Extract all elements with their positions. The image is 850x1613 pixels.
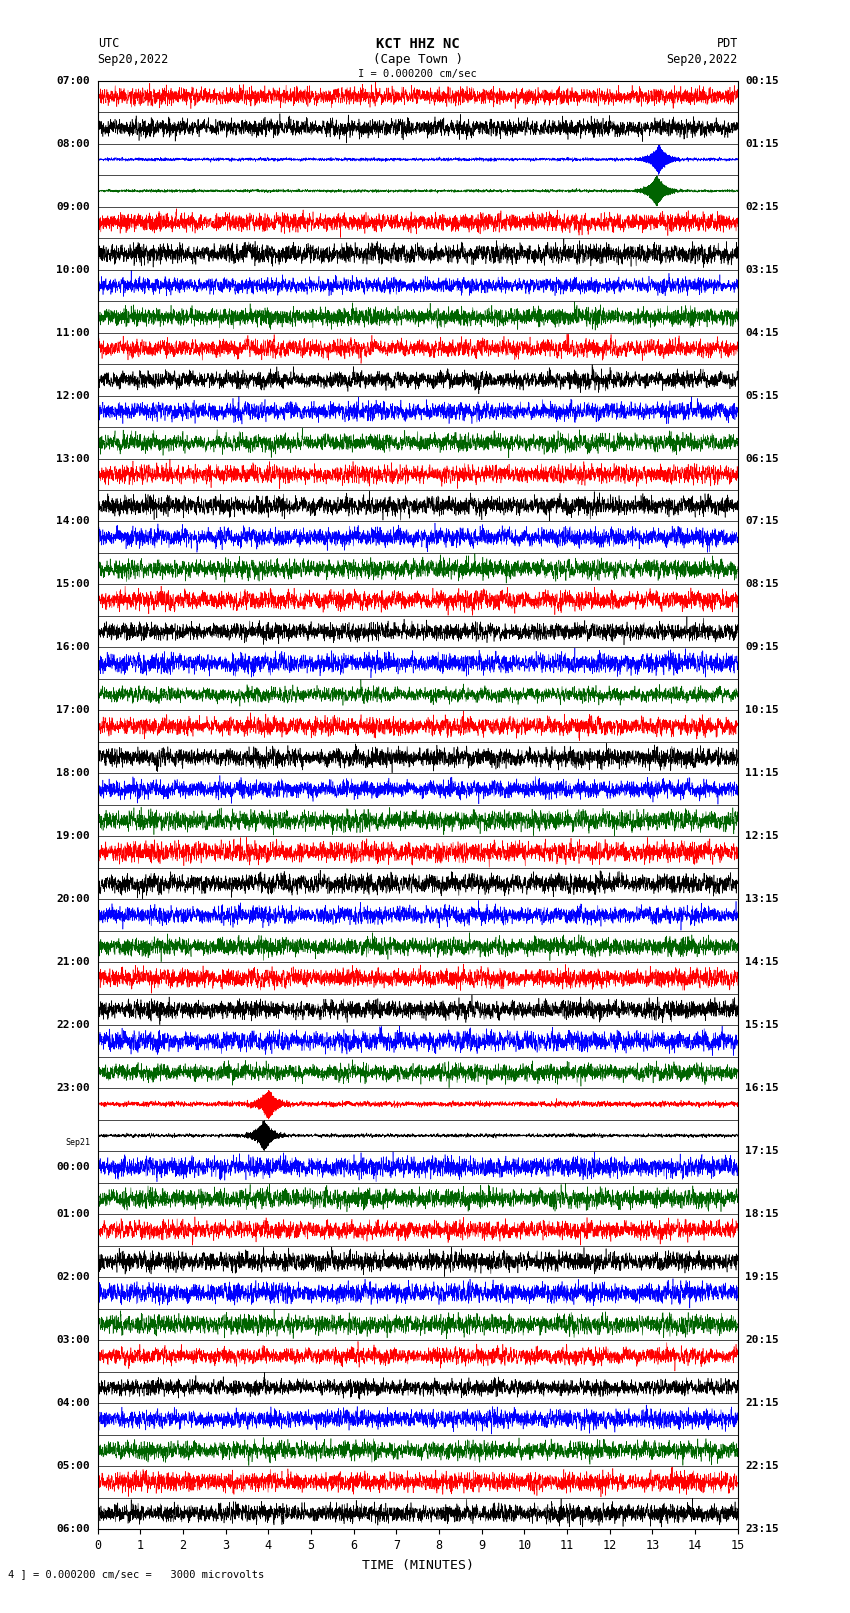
Text: 23:00: 23:00 [56, 1084, 90, 1094]
Text: (Cape Town ): (Cape Town ) [373, 53, 462, 66]
Text: 21:00: 21:00 [56, 958, 90, 968]
Text: 16:00: 16:00 [56, 642, 90, 652]
Text: 11:15: 11:15 [745, 768, 779, 779]
Text: 07:00: 07:00 [56, 76, 90, 85]
Text: 14:15: 14:15 [745, 958, 779, 968]
Text: 21:15: 21:15 [745, 1398, 779, 1408]
Text: 09:00: 09:00 [56, 202, 90, 211]
Text: 02:00: 02:00 [56, 1273, 90, 1282]
Text: 08:00: 08:00 [56, 139, 90, 148]
Text: 19:00: 19:00 [56, 831, 90, 842]
Text: 03:00: 03:00 [56, 1336, 90, 1345]
Text: 00:15: 00:15 [745, 76, 779, 85]
Text: 06:00: 06:00 [56, 1524, 90, 1534]
Text: 19:15: 19:15 [745, 1273, 779, 1282]
Text: 18:15: 18:15 [745, 1210, 779, 1219]
Text: 20:15: 20:15 [745, 1336, 779, 1345]
Text: 04:15: 04:15 [745, 327, 779, 337]
Text: 22:15: 22:15 [745, 1461, 779, 1471]
Text: 20:00: 20:00 [56, 894, 90, 905]
X-axis label: TIME (MINUTES): TIME (MINUTES) [362, 1558, 473, 1571]
Text: 05:00: 05:00 [56, 1461, 90, 1471]
Text: KCT HHZ NC: KCT HHZ NC [376, 37, 460, 50]
Text: 10:00: 10:00 [56, 265, 90, 274]
Text: 07:15: 07:15 [745, 516, 779, 526]
Text: 18:00: 18:00 [56, 768, 90, 779]
Text: 08:15: 08:15 [745, 579, 779, 589]
Text: 01:15: 01:15 [745, 139, 779, 148]
Text: UTC: UTC [98, 37, 119, 50]
Text: 17:15: 17:15 [745, 1147, 779, 1157]
Text: 4 ] = 0.000200 cm/sec =   3000 microvolts: 4 ] = 0.000200 cm/sec = 3000 microvolts [8, 1569, 264, 1579]
Text: 16:15: 16:15 [745, 1084, 779, 1094]
Text: 11:00: 11:00 [56, 327, 90, 337]
Text: 06:15: 06:15 [745, 453, 779, 463]
Text: 00:00: 00:00 [56, 1161, 90, 1173]
Text: 03:15: 03:15 [745, 265, 779, 274]
Text: Sep20,2022: Sep20,2022 [666, 53, 738, 66]
Text: 02:15: 02:15 [745, 202, 779, 211]
Text: 17:00: 17:00 [56, 705, 90, 716]
Text: 13:15: 13:15 [745, 894, 779, 905]
Text: 22:00: 22:00 [56, 1021, 90, 1031]
Text: 09:15: 09:15 [745, 642, 779, 652]
Text: 12:00: 12:00 [56, 390, 90, 400]
Text: 04:00: 04:00 [56, 1398, 90, 1408]
Text: Sep20,2022: Sep20,2022 [98, 53, 169, 66]
Text: 14:00: 14:00 [56, 516, 90, 526]
Text: 13:00: 13:00 [56, 453, 90, 463]
Text: Sep21: Sep21 [65, 1137, 90, 1147]
Text: 12:15: 12:15 [745, 831, 779, 842]
Text: 05:15: 05:15 [745, 390, 779, 400]
Text: 23:15: 23:15 [745, 1524, 779, 1534]
Text: 01:00: 01:00 [56, 1210, 90, 1219]
Text: I = 0.000200 cm/sec: I = 0.000200 cm/sec [359, 69, 477, 79]
Text: 10:15: 10:15 [745, 705, 779, 716]
Text: PDT: PDT [717, 37, 738, 50]
Text: 15:00: 15:00 [56, 579, 90, 589]
Text: 15:15: 15:15 [745, 1021, 779, 1031]
